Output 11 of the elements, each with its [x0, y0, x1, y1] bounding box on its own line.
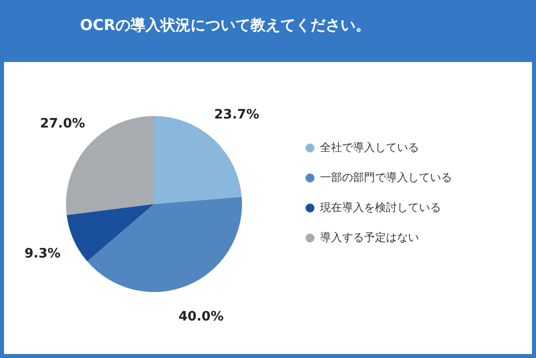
legend-label: 全社で導入している	[320, 141, 419, 154]
legend-label: 導入する予定はない	[320, 231, 419, 244]
legend-label: 一部の部門で導入している	[320, 171, 452, 184]
data-label: 23.7%	[214, 107, 260, 122]
pie-slice	[66, 204, 154, 262]
pie-slice	[87, 196, 242, 292]
data-label: 40.0%	[178, 310, 224, 325]
legend-label: 現在導入を検討している	[320, 201, 441, 214]
data-label: 27.0%	[40, 116, 86, 132]
data-label: 9.3%	[24, 246, 61, 262]
chart-title: OCRの導入状況について教えてください。	[79, 15, 372, 36]
